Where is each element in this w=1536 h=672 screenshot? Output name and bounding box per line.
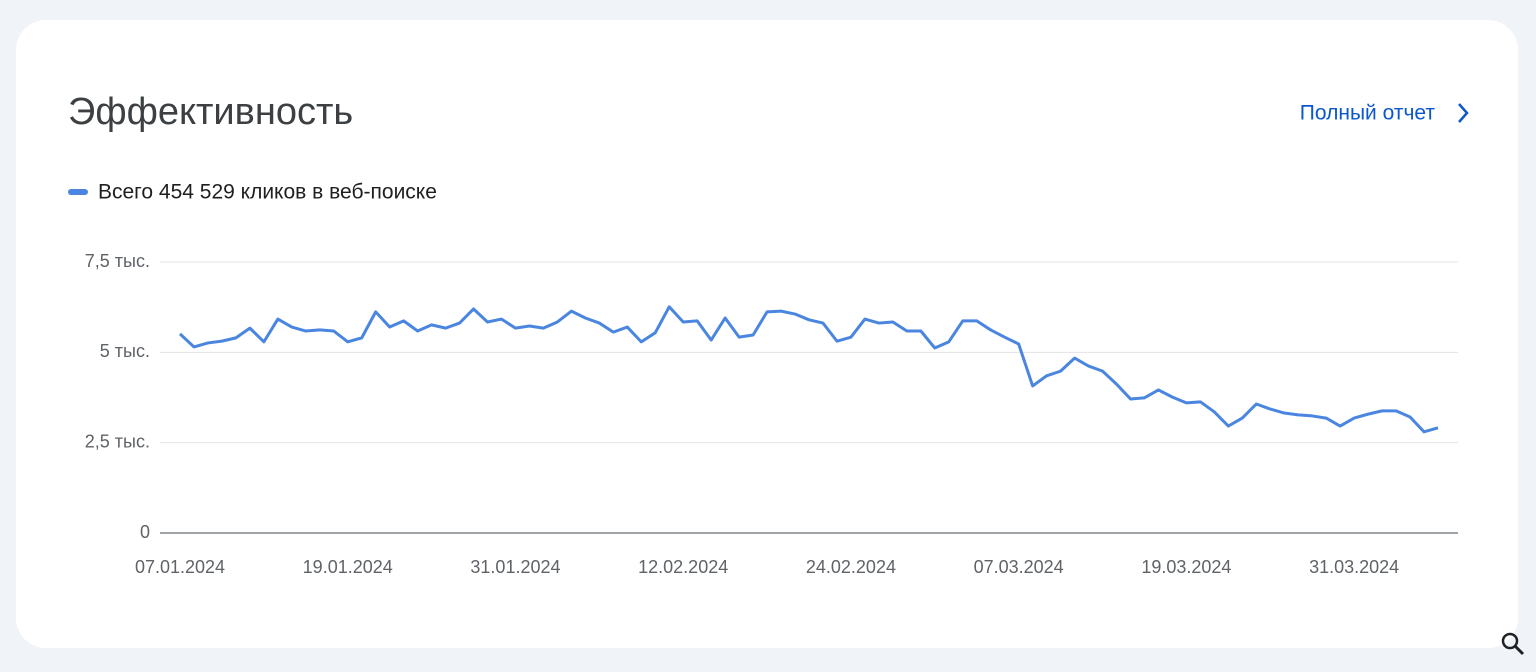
x-tick-label: 31.03.2024 <box>1309 557 1399 577</box>
y-tick-label: 7,5 тыс. <box>85 251 150 271</box>
card <box>16 20 1518 648</box>
x-tick-label: 31.01.2024 <box>470 557 560 577</box>
x-tick-label: 19.01.2024 <box>303 557 393 577</box>
x-tick-label: 12.02.2024 <box>638 557 728 577</box>
y-tick-label: 5 тыс. <box>100 341 150 361</box>
legend-label: Всего 454 529 кликов в веб-поиске <box>98 181 437 204</box>
full-report-link[interactable]: Полный отчет <box>1300 102 1436 125</box>
search-icon-circle[interactable] <box>1501 632 1519 650</box>
x-tick-label: 07.03.2024 <box>974 557 1064 577</box>
y-tick-label: 2,5 тыс. <box>85 431 150 451</box>
x-tick-label: 19.03.2024 <box>1141 557 1231 577</box>
chevron-icon[interactable] <box>1458 103 1469 123</box>
y-tick-label: 0 <box>140 522 150 542</box>
search-icon-handle[interactable] <box>1513 644 1525 656</box>
search-icon[interactable] <box>1501 632 1525 656</box>
card-title: Эффективность <box>68 91 353 133</box>
line-series <box>178 305 1439 434</box>
legend-swatch <box>68 189 88 195</box>
x-tick-label: 24.02.2024 <box>806 557 896 577</box>
x-tick-label: 07.01.2024 <box>135 557 225 577</box>
